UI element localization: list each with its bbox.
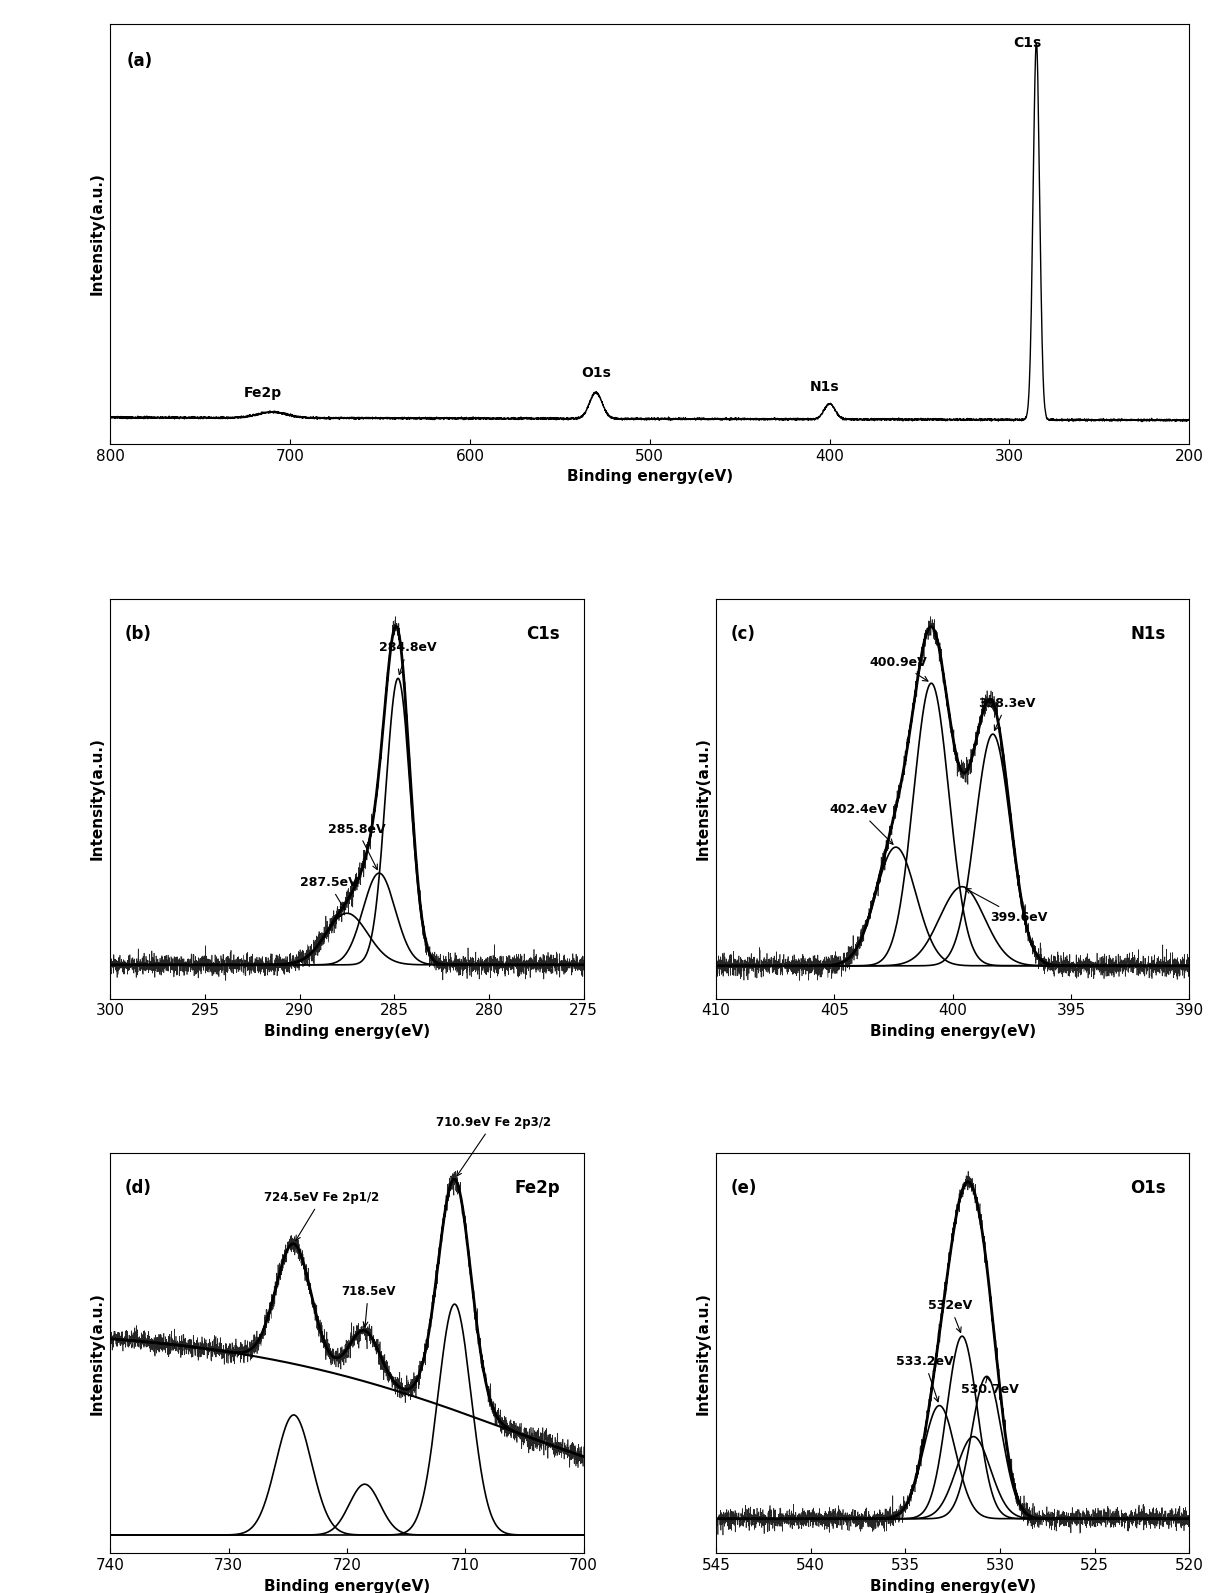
- Text: O1s: O1s: [581, 366, 611, 379]
- Text: 400.9eV: 400.9eV: [869, 656, 928, 682]
- Y-axis label: Intensity(a.u.): Intensity(a.u.): [695, 738, 711, 860]
- Text: N1s: N1s: [1130, 624, 1166, 642]
- Text: C1s: C1s: [526, 624, 560, 642]
- Text: 285.8eV: 285.8eV: [329, 822, 386, 870]
- Y-axis label: Intensity(a.u.): Intensity(a.u.): [89, 738, 104, 860]
- X-axis label: Binding energy(eV): Binding energy(eV): [869, 1579, 1036, 1593]
- Text: (a): (a): [126, 53, 153, 70]
- X-axis label: Binding energy(eV): Binding energy(eV): [264, 1579, 430, 1593]
- Text: O1s: O1s: [1130, 1179, 1166, 1196]
- Text: 402.4eV: 402.4eV: [830, 803, 893, 844]
- Text: 533.2eV: 533.2eV: [896, 1356, 954, 1402]
- Text: 284.8eV: 284.8eV: [379, 642, 436, 674]
- Text: (e): (e): [731, 1179, 756, 1196]
- Text: 399.6eV: 399.6eV: [966, 889, 1047, 924]
- X-axis label: Binding energy(eV): Binding energy(eV): [869, 1024, 1036, 1039]
- Text: 398.3eV: 398.3eV: [978, 698, 1036, 731]
- Text: 718.5eV: 718.5eV: [341, 1286, 396, 1327]
- Text: Fe2p: Fe2p: [244, 386, 282, 400]
- Text: N1s: N1s: [809, 379, 839, 393]
- Text: (d): (d): [125, 1179, 151, 1196]
- Y-axis label: Intensity(a.u.): Intensity(a.u.): [695, 1292, 711, 1415]
- Y-axis label: Intensity(a.u.): Intensity(a.u.): [89, 172, 104, 295]
- Text: 532eV: 532eV: [928, 1300, 972, 1332]
- Text: 710.9eV Fe 2p3/2: 710.9eV Fe 2p3/2: [435, 1117, 550, 1176]
- Text: 287.5eV: 287.5eV: [299, 876, 357, 910]
- X-axis label: Binding energy(eV): Binding energy(eV): [566, 470, 733, 484]
- Text: C1s: C1s: [1013, 35, 1042, 49]
- X-axis label: Binding energy(eV): Binding energy(eV): [264, 1024, 430, 1039]
- Text: 724.5eV Fe 2p1/2: 724.5eV Fe 2p1/2: [264, 1192, 379, 1241]
- Text: (c): (c): [731, 624, 755, 642]
- Text: 530.7eV: 530.7eV: [961, 1378, 1019, 1395]
- Y-axis label: Intensity(a.u.): Intensity(a.u.): [89, 1292, 104, 1415]
- Text: Fe2p: Fe2p: [514, 1179, 560, 1196]
- Text: (b): (b): [125, 624, 151, 642]
